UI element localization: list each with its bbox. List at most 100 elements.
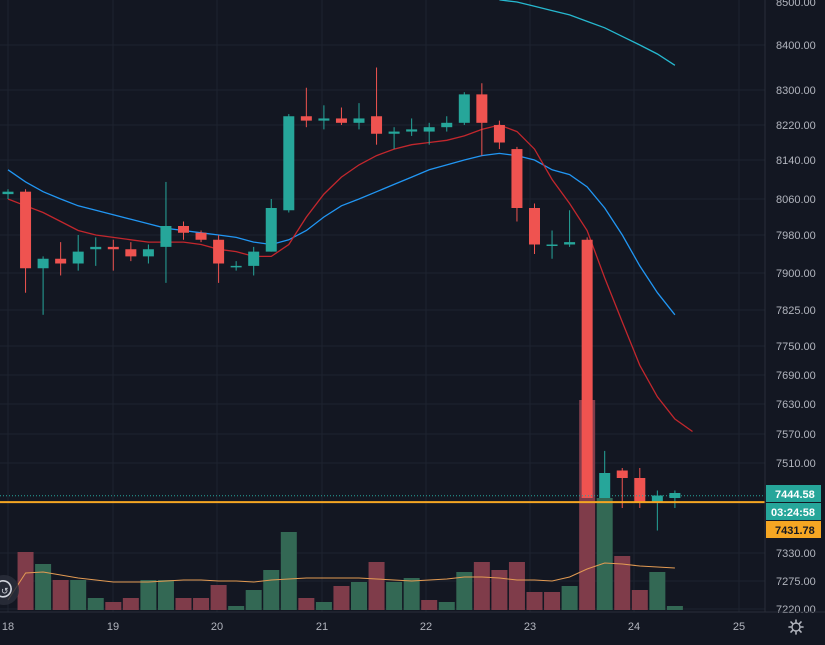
candle xyxy=(371,67,383,145)
volume-bar xyxy=(17,552,34,610)
time-axis-ticks: 18 19 20 21 22 23 24 25 xyxy=(2,621,745,633)
time-tick-label: 19 xyxy=(107,621,119,633)
candle xyxy=(125,242,137,262)
volume-bar xyxy=(333,586,350,610)
level-price-label: 7431.78 xyxy=(775,525,815,537)
volume-bar xyxy=(491,570,508,610)
volume-bar xyxy=(298,598,315,610)
candle xyxy=(107,239,119,271)
candle xyxy=(160,181,172,283)
candle-body xyxy=(335,118,347,123)
candle xyxy=(651,490,663,531)
candle xyxy=(669,490,681,508)
price-tick-label: 8400.00 xyxy=(776,40,816,52)
candle-body xyxy=(634,478,646,503)
volume-bar xyxy=(157,580,174,610)
candle-body xyxy=(476,94,488,123)
candle-body xyxy=(371,116,383,134)
price-axis-ticks: 8500.00 8400.00 8300.00 8220.00 8140.00 8060.… xyxy=(776,0,816,616)
candle-body xyxy=(55,258,67,264)
candle-body xyxy=(388,131,400,134)
moving-averages xyxy=(7,0,693,601)
volume-bar xyxy=(52,580,69,610)
candle-body xyxy=(458,94,470,123)
replay-icon[interactable]: ↺ xyxy=(0,575,19,605)
volume-bar xyxy=(473,562,490,610)
gear-icon[interactable] xyxy=(788,619,804,635)
candle-body xyxy=(493,125,505,143)
price-tick-label: 7330.00 xyxy=(776,548,816,560)
price-tick-label: 7750.00 xyxy=(776,341,816,353)
candle-body xyxy=(195,232,207,240)
time-tick-label: 25 xyxy=(733,621,745,633)
candle-body xyxy=(125,249,137,257)
candle xyxy=(283,114,295,213)
volume-bar xyxy=(421,600,438,610)
candle xyxy=(195,230,207,243)
candle xyxy=(581,237,593,498)
volume-bar xyxy=(245,590,262,610)
candle-body xyxy=(300,116,312,121)
candle-body xyxy=(2,191,14,195)
price-tick-label: 7630.00 xyxy=(776,399,816,411)
time-tick-label: 18 xyxy=(2,621,14,633)
candle-body xyxy=(511,149,523,208)
time-tick-label: 23 xyxy=(524,621,536,633)
candle xyxy=(546,230,558,259)
candle xyxy=(335,107,347,125)
candle xyxy=(423,122,435,145)
volume-bar xyxy=(280,532,297,610)
price-tick-label: 7220.00 xyxy=(776,604,816,616)
candle xyxy=(476,83,488,156)
candle xyxy=(213,235,225,283)
candle xyxy=(599,450,611,498)
volume-bar xyxy=(526,592,543,610)
candle xyxy=(388,127,400,150)
candle xyxy=(529,203,540,254)
candle-body xyxy=(213,239,225,264)
price-tick-label: 8060.00 xyxy=(776,194,816,206)
candle-body xyxy=(669,493,681,498)
candle-body xyxy=(353,118,365,123)
volume-bar xyxy=(631,590,648,610)
time-axis[interactable] xyxy=(0,612,765,645)
time-tick-label: 22 xyxy=(420,621,432,633)
volume-bar xyxy=(35,564,52,610)
volume-bar xyxy=(403,578,420,610)
candle-body xyxy=(581,239,593,498)
price-tick-label: 7510.00 xyxy=(776,458,816,470)
candle xyxy=(142,244,154,264)
price-tick-label: 8500.00 xyxy=(776,0,816,9)
slow-moving-average-line xyxy=(7,152,676,316)
candle-body xyxy=(37,258,49,269)
candle xyxy=(72,235,84,271)
volume-bar xyxy=(368,562,385,610)
current-price-badge: 7444.58 xyxy=(766,485,821,502)
candle-body xyxy=(599,473,611,498)
volume-bar xyxy=(315,602,332,610)
candle xyxy=(406,118,418,136)
volume-bar xyxy=(508,562,525,610)
candle xyxy=(55,242,67,276)
volume-bar xyxy=(561,586,578,610)
candle xyxy=(300,87,312,128)
price-tick-label: 8300.00 xyxy=(776,85,816,97)
level-price-badge: 7431.78 xyxy=(766,521,821,538)
price-tick-label: 7570.00 xyxy=(776,429,816,441)
candle xyxy=(353,103,365,130)
volume-bar xyxy=(438,602,455,610)
volume-bar xyxy=(614,556,631,610)
grid-lines xyxy=(0,0,765,612)
price-candles xyxy=(2,67,681,531)
volume-moving-average-line xyxy=(7,562,675,601)
candle-body xyxy=(651,495,663,503)
candle-body xyxy=(160,226,172,247)
time-tick-label: 24 xyxy=(628,621,640,633)
volume-bar xyxy=(351,582,367,610)
volume-bar xyxy=(596,498,613,610)
volume-bar xyxy=(456,572,473,610)
candle-body xyxy=(406,129,418,132)
price-tick-label: 7275.00 xyxy=(776,576,816,588)
volume-bar xyxy=(666,606,683,610)
